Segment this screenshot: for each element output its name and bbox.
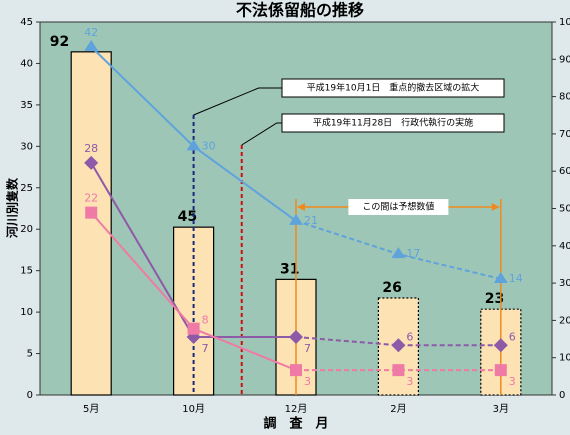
y2-tick-label: 80 [559,92,570,103]
x-tick-label: 2月 [390,403,406,415]
bar-value-label: 26 [382,280,401,296]
point-label: 6 [509,330,516,343]
marker [186,139,201,151]
marker [187,322,200,335]
marker [391,338,406,353]
y-tick-label: 45 [20,17,33,28]
point-label: 8 [202,314,209,327]
y-tick-label: 20 [20,224,33,235]
y2-tick-label: 0 [559,390,565,401]
x-tick-label: 3月 [493,403,509,415]
y-tick-label: 0 [27,390,33,401]
event-box [281,78,505,98]
y2-tick-label: 90 [559,54,570,65]
marker [290,364,302,377]
point-label: 14 [509,272,523,285]
y-tick-label: 25 [20,183,33,194]
y2-tick-label: 40 [559,241,570,252]
marker [392,364,405,377]
point-label: 42 [84,26,98,39]
y-tick-label: 15 [20,266,33,277]
bar-value-label: 92 [50,34,69,50]
point-label: 7 [304,342,311,355]
forecast-text: この間は予想数値 [362,201,434,213]
bar [70,51,112,396]
point-label: 30 [202,139,216,152]
marker [289,213,303,225]
chart-title: 不法係留船の推移 [236,1,364,20]
y2-tick-label: 10 [559,353,570,364]
point-label: 22 [84,192,98,205]
forecast-box [348,199,449,215]
bar-value-label: 23 [485,291,504,307]
point-label: 28 [84,142,98,155]
event-text: 平成19年10月1日 重点的撤去区域の拡大 [307,82,480,94]
point-label: 6 [406,330,413,343]
y2-tick-label: 30 [559,278,570,289]
marker [84,155,99,170]
event-text: 平成19年11月28日 行政代執行の実施 [313,117,473,129]
marker [493,338,508,353]
marker [289,329,303,344]
marker [85,206,98,219]
x-tick-label: 12月 [285,403,308,415]
y2-tick-label: 50 [559,204,570,215]
marker [494,364,507,377]
point-label: 21 [304,214,318,227]
marker [493,271,508,283]
y2-tick-label: 70 [559,129,570,140]
point-label: 3 [509,375,516,388]
y2-tick-label: 60 [559,166,570,177]
marker [391,247,406,259]
point-label: 3 [406,375,413,388]
y-axis-label: 河川別隻数 [5,177,20,239]
y-tick-label: 30 [20,141,33,152]
bar-value-label: 31 [280,261,299,277]
point-label: 7 [202,342,209,355]
y-tick-label: 40 [20,58,33,69]
y2-tick-label: 20 [559,315,570,326]
event-box [281,113,505,133]
leader-line [193,87,282,116]
point-label: 17 [406,247,420,260]
bar-value-label: 45 [178,209,197,225]
point-label: 3 [304,375,311,388]
series-line [295,335,501,347]
y2-tick-label: 100 [559,17,570,28]
marker [84,39,99,51]
x-tick-label: 5月 [83,403,99,415]
leader-line [241,122,282,146]
y-tick-label: 35 [20,100,33,111]
x-tick-label: 10月 [182,403,205,415]
x-axis-label: 調 査 月 [263,416,328,432]
y-tick-label: 10 [20,307,33,318]
y-tick-label: 5 [27,349,33,360]
